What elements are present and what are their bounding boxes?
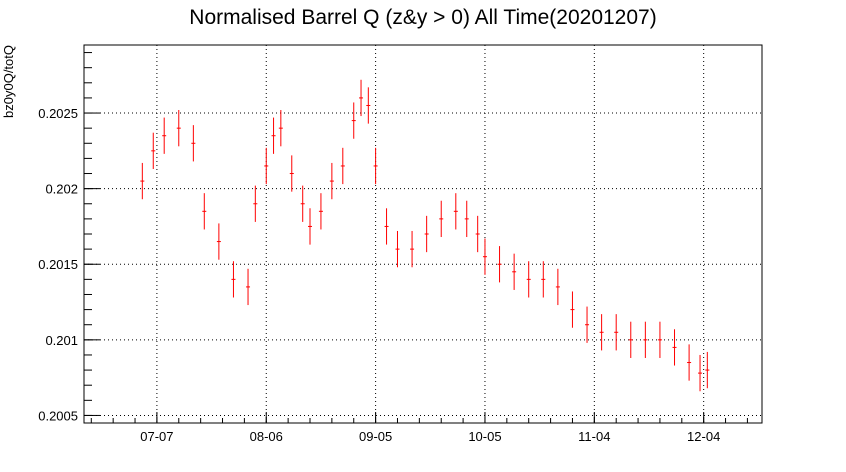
data-point [526,261,531,298]
data-point [475,215,480,253]
data-point [555,268,560,306]
data-point [410,230,415,268]
data-point [541,261,546,298]
x-tick-label: 07-07 [140,429,173,444]
data-point [264,147,269,185]
data-point [140,162,145,200]
x-tick-label: 11-04 [578,429,610,444]
data-point [191,125,196,162]
data-point [512,253,517,290]
data-point [482,238,487,275]
data-point [151,132,156,169]
grid-lines [84,45,762,423]
y-tick-label: 0.201 [45,333,78,348]
data-point [278,110,283,147]
data-point [628,321,633,358]
data-point [162,117,167,154]
data-point [687,344,692,381]
data-point [271,117,276,154]
data-point [300,185,305,222]
data-point [585,306,590,343]
data-point [698,354,703,392]
data-point [464,200,469,238]
data-point [614,314,619,351]
data-point [340,147,345,185]
data-point [599,314,604,351]
data-point [439,200,444,238]
data-point [308,208,312,245]
x-tick-label: 08-06 [250,429,283,444]
data-series [140,79,710,392]
series [140,79,710,392]
data-point [570,291,575,328]
data-point [705,351,710,389]
data-point [424,215,429,253]
data-point [246,268,251,306]
data-point [366,87,371,124]
data-point [373,147,378,185]
x-tick-label: 12-04 [687,429,720,444]
data-point [384,208,389,245]
x-tick-label: 10-05 [468,429,501,444]
data-point [497,246,502,283]
y-tick-label: 0.2015 [38,257,78,272]
data-point [289,155,294,192]
data-point [202,193,207,230]
data-point [672,329,677,366]
y-tick-label: 0.202 [45,182,78,197]
data-point [216,223,221,260]
data-point [253,185,258,222]
data-point [643,321,648,358]
chart-title: Normalised Barrel Q (z&y > 0) All Time(2… [189,6,656,29]
data-point [359,79,364,117]
data-point [351,102,356,139]
y-tick-label: 0.2005 [38,408,78,423]
y-tick-label: 0.2025 [38,106,78,121]
data-point [395,230,400,268]
data-point [657,321,662,358]
data-point [453,193,458,230]
data-point [176,110,181,147]
plot-frame [83,44,763,424]
data-point [318,193,323,230]
x-tick-label: 09-05 [359,429,392,444]
data-point [231,261,236,298]
y-axis-label: bz0y0Q/totQ [1,45,16,118]
data-point [329,162,334,200]
axes: 07-07 08-06 09-05 10-05 11-04 12-04 0.2005 0.20… [38,52,748,444]
